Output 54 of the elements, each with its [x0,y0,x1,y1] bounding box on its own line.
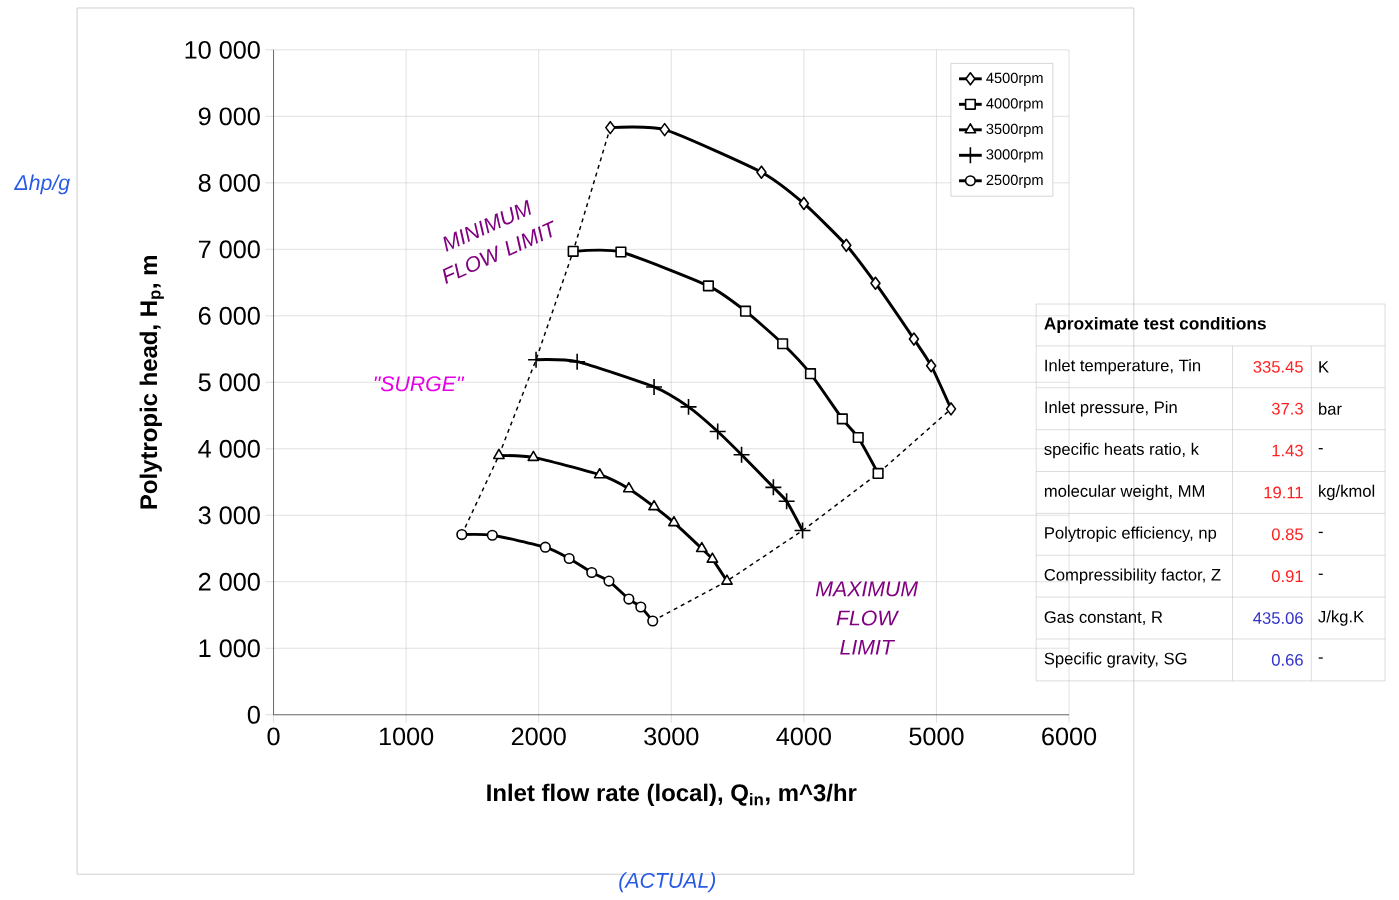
category-label: Gas constant, R [1044,611,1163,625]
y-tick-label: 10 000 [185,40,260,59]
y-tick-label: 9 000 [198,107,260,126]
text: 19.11 [1264,486,1303,499]
legend-label: 3500rpm [986,123,1043,137]
text: - [1318,657,1323,659]
y-tick-label: 4 000 [198,439,260,458]
legend-label: 4500rpm [986,72,1043,86]
category-label: Specific gravity, SG [1044,652,1187,668]
x-axis-title: Inlet flow rate (local), Q$_{in}$, m^3/hr [487,783,857,806]
x-tick-label: 5000 [909,727,964,746]
category-label: Compressibility factor, Z [1044,568,1221,584]
legend-label: 3000rpm [986,149,1043,163]
x-tick-label: 2000 [511,727,566,746]
text: 1.43 [1272,444,1303,457]
y-tick-label: 2 000 [198,572,260,591]
text: 0.91 [1271,570,1303,582]
text: Aproximate test conditions [1044,316,1266,333]
y-axis-title: Polytropic head, H$_{p}$, m [139,255,164,509]
text: 435.06 [1253,612,1303,624]
y-tick-label: 3 000 [198,506,260,525]
legend-label: 4000rpm [986,98,1043,112]
annotation: "SURGE" [374,376,465,392]
text: kg/kmol [1319,484,1375,501]
text: 37.3 [1271,402,1303,415]
y-tick-label: 7 000 [198,240,260,259]
x-tick-label: 6000 [1042,727,1097,746]
text: bar [1319,402,1342,415]
category-label: Polytropic efficiency, np [1045,526,1217,542]
x-tick-label: 3000 [644,727,699,746]
y-tick-label: 6 000 [198,306,260,325]
text: J/kg.K [1318,610,1364,626]
text: Δhp/g [14,174,70,195]
category-label: specific heats ratio, k [1044,442,1199,459]
y-tick-label: 1 000 [199,639,260,658]
y-tick-label: 5 000 [198,373,260,392]
annotation: MAXIMUM FLOW LIMIT [815,581,919,655]
x-tick-label: 1000 [379,727,434,746]
legend-label: 2500rpm [986,174,1043,188]
category-label: molecular weight, MM [1044,484,1205,501]
text: 0.85 [1271,528,1303,541]
y-tick-label: 8 000 [198,173,260,192]
x-tick-label: 4000 [776,727,831,746]
text: K [1319,361,1329,373]
y-tick-label: 0 [247,705,260,724]
category-label: Inlet temperature, Tin [1045,359,1201,375]
x-tick-label: 0 [267,727,280,746]
text: 0.66 [1271,653,1303,666]
text: - [1318,447,1323,450]
text: - [1318,573,1323,575]
text: - [1318,531,1323,533]
text: 335.45 [1253,360,1303,373]
text: (ACTUAL) [619,872,716,893]
category-label: Inlet pressure, Pin [1045,400,1177,417]
